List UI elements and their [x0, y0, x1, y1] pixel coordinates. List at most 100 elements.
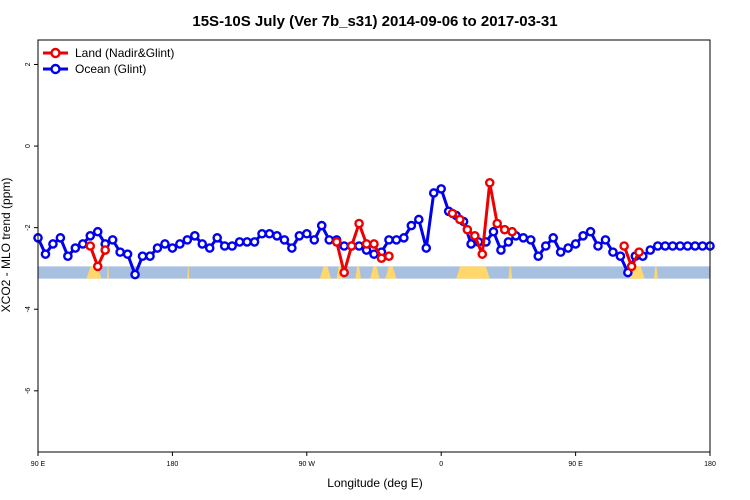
ocean-point — [339, 241, 349, 251]
ocean-point — [652, 241, 663, 251]
ocean-point — [219, 241, 230, 251]
land-point — [619, 241, 629, 251]
y-axis-label: XCO2 - MLO trend (ppm) — [0, 178, 13, 313]
land-segment — [370, 266, 380, 279]
ocean-point — [249, 237, 260, 247]
x-tick-label: 90 W — [299, 461, 316, 468]
ocean-point — [540, 241, 551, 251]
ocean-point — [85, 231, 96, 241]
land-point — [626, 261, 637, 272]
ocean-point — [227, 241, 237, 251]
land-point — [634, 247, 644, 257]
legend-label: Land (Nadir&Glint) — [75, 46, 174, 60]
land-segment — [385, 266, 397, 279]
ocean-point — [645, 245, 656, 255]
ocean-point — [175, 239, 185, 249]
legend-marker — [50, 47, 61, 59]
ocean-point — [600, 235, 611, 245]
ocean-point — [197, 239, 208, 249]
land-point — [369, 239, 379, 249]
land-point — [384, 251, 394, 261]
land-segment — [319, 266, 332, 279]
land-segment — [508, 266, 513, 279]
ocean-point — [272, 231, 282, 241]
land-segment — [187, 266, 190, 279]
ocean-point — [264, 228, 275, 239]
ocean-point — [55, 233, 66, 243]
ocean-point — [384, 235, 394, 245]
legend: Land (Nadir&Glint) Ocean (Glint) — [43, 46, 174, 76]
ocean-point — [122, 249, 133, 259]
plot-frame — [37, 39, 711, 453]
ocean-point — [78, 239, 88, 249]
land-point — [346, 241, 357, 251]
ocean-point — [70, 243, 81, 253]
ocean-point — [287, 243, 297, 253]
x-tick-label: 90 E — [568, 461, 583, 468]
ocean-point — [578, 231, 588, 241]
y-tick-label: -6 — [25, 388, 32, 394]
ocean-point — [242, 237, 252, 247]
ocean-point — [234, 237, 245, 247]
ocean-point — [152, 243, 163, 253]
ocean-point — [503, 237, 514, 247]
x-tick-label: 180 — [167, 461, 179, 468]
ocean-point — [608, 247, 618, 257]
ocean-point — [488, 226, 499, 237]
land-point — [455, 214, 465, 225]
ocean-point — [667, 241, 678, 251]
ocean-point — [413, 214, 424, 225]
ocean-line — [36, 187, 710, 277]
ocean-point — [107, 235, 118, 245]
land-point — [361, 239, 372, 249]
ocean-point — [189, 231, 200, 241]
ocean-point — [518, 233, 529, 243]
land-point — [484, 177, 495, 188]
ocean-point — [660, 241, 671, 251]
land-point — [477, 249, 488, 259]
ocean-point — [309, 235, 320, 245]
land-point — [354, 218, 364, 229]
ocean-point — [40, 249, 51, 259]
ocean-point — [563, 243, 573, 253]
land-point — [499, 224, 510, 235]
ocean-point — [204, 243, 215, 253]
land-segment — [456, 266, 490, 279]
x-tick-label: 90 E — [31, 461, 46, 468]
ocean-point — [615, 251, 626, 261]
land-point — [100, 245, 110, 255]
ocean-point — [257, 228, 267, 239]
ocean-point — [160, 239, 170, 249]
ocean-point — [682, 241, 693, 251]
ocean-point — [212, 233, 222, 243]
ocean-point — [167, 243, 178, 253]
ocean-point — [570, 239, 581, 249]
land-point — [376, 253, 387, 264]
ocean-point — [690, 241, 700, 251]
ocean-point — [115, 247, 125, 257]
ocean-point — [294, 231, 305, 241]
y-tick-label: 0 — [25, 144, 32, 148]
y-tick-label: -2 — [25, 224, 32, 230]
land-point — [447, 208, 458, 219]
ocean-point — [548, 233, 559, 243]
ocean-point — [130, 269, 140, 280]
ocean-point — [421, 243, 432, 253]
ocean-point — [316, 220, 327, 231]
ocean-point — [324, 235, 335, 245]
legend-marker — [50, 63, 61, 75]
x-axis: 90 E 180 90 W 0 90 E 180 — [31, 452, 716, 468]
ocean-point — [436, 184, 447, 194]
land-segment — [654, 266, 658, 279]
land-mask-layer — [38, 266, 710, 279]
ocean-point — [526, 235, 536, 245]
ocean-point — [354, 241, 364, 251]
land-point — [85, 241, 96, 251]
x-tick-label: 0 — [439, 461, 443, 468]
ocean-point — [675, 241, 685, 251]
ocean-point — [301, 228, 312, 239]
ocean-point — [593, 241, 603, 251]
ocean-point — [428, 188, 439, 198]
legend-label: Ocean (Glint) — [75, 62, 146, 76]
